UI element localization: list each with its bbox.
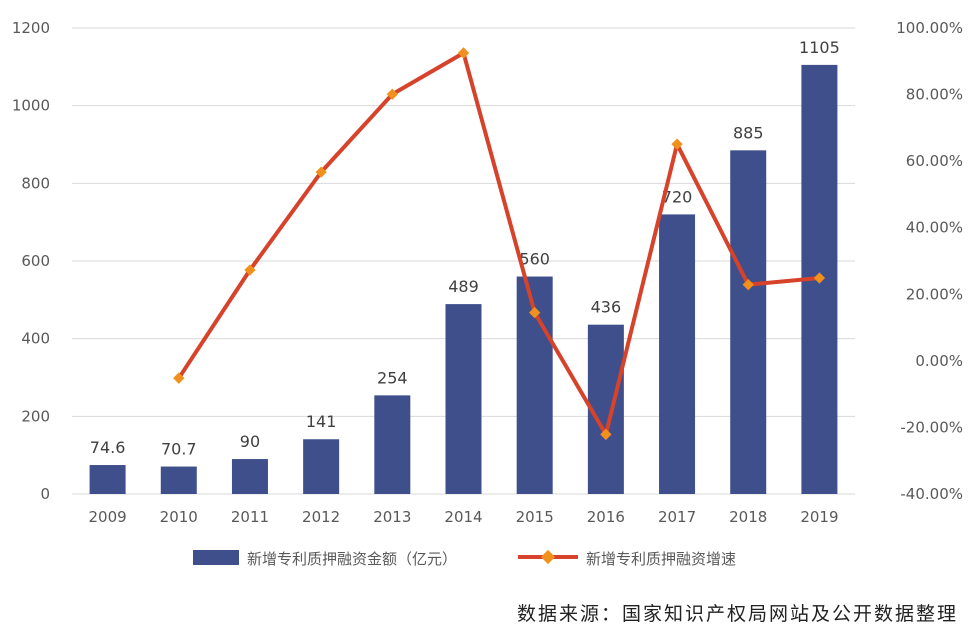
bar [160,466,197,494]
bar-value-label: 885 [733,123,764,142]
y-right-tick-label: 0.00% [915,352,963,370]
y-left-tick-label: 600 [21,252,50,270]
y-right-axis-ticks: -40.00% -20.00% 0.00% 20.00% 40.00% 60.00% 80.… [896,19,963,503]
line-point [315,166,327,178]
line-point [671,138,683,150]
bar-value-label: 489 [448,277,479,296]
line-point [742,278,754,291]
x-tick-label: 2009 [88,508,126,526]
y-left-axis-ticks: 0 200 400 600 800 1000 1200 [12,19,50,503]
bar [659,214,696,494]
line-series [173,47,826,441]
bar [374,395,411,494]
legend-swatch-bar [193,550,239,565]
legend-swatch-marker [540,549,556,565]
x-tick-label: 2010 [160,508,198,526]
x-axis-ticks: 2009 2010 2011 2012 2013 2014 2015 2016 2017 2018… [88,508,838,526]
line-point [529,306,541,319]
bar [445,304,482,494]
y-right-tick-label: 40.00% [906,219,963,237]
line-point [173,372,185,384]
legend: 新增专利质押融资金额（亿元） 新增专利质押融资增速 [193,549,736,568]
y-left-tick-label: 1200 [12,19,50,37]
bar [89,465,126,494]
growth-line [177,50,820,437]
bar [231,459,268,494]
bar-value-label: 1105 [799,38,840,57]
bar-value-label: 560 [519,250,550,269]
y-right-tick-label: 20.00% [906,285,963,303]
y-right-tick-label: 80.00% [906,86,963,104]
x-tick-label: 2019 [800,508,838,526]
x-tick-label: 2016 [587,508,625,526]
line-point [457,47,470,59]
y-left-tick-label: 400 [21,330,50,348]
bar-value-label: 720 [662,187,693,206]
y-right-tick-label: -40.00% [900,485,963,503]
bar-value-label: 90 [240,432,260,451]
source-note: 数据来源：国家知识产权局网站及公开数据整理 [517,603,958,625]
y-right-tick-label: 100.00% [896,19,963,37]
x-tick-label: 2013 [373,508,411,526]
x-tick-label: 2012 [302,508,340,526]
y-left-tick-label: 800 [21,174,50,192]
bar [587,324,624,494]
x-tick-label: 2015 [516,508,554,526]
x-tick-label: 2014 [444,508,482,526]
line-point [244,264,256,276]
x-tick-label: 2018 [729,508,767,526]
y-left-tick-label: 1000 [12,97,50,115]
y-left-tick-label: 200 [21,407,50,425]
bar [730,150,767,494]
legend-label-bar: 新增专利质押融资金额（亿元） [247,550,457,568]
y-left-tick-label: 0 [40,485,50,503]
y-right-tick-label: -20.00% [900,418,963,436]
bar-value-label: 436 [591,298,622,317]
legend-label-line: 新增专利质押融资增速 [586,550,736,568]
x-tick-label: 2017 [658,508,696,526]
y-right-tick-label: 60.00% [906,152,963,170]
bar-value-label: 141 [306,412,337,431]
bar [303,439,340,494]
bar-value-label: 74.6 [90,438,126,457]
x-tick-label: 2011 [231,508,269,526]
bar-value-label: 254 [377,368,408,387]
line-point [600,428,612,441]
line-point [813,272,826,284]
bar-value-label: 70.7 [161,440,197,459]
bar-data-labels: 74.6 70.7 90 141 254 489 560 436 720 885 1105 [90,38,840,459]
